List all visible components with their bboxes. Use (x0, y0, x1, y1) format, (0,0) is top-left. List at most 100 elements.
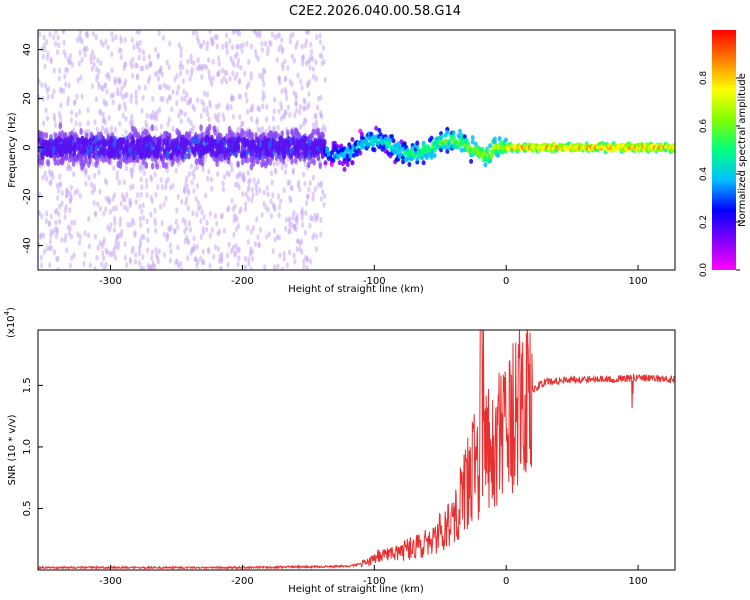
band-cell (63, 137, 68, 145)
noise-speck (190, 179, 194, 186)
noise-speck (60, 200, 64, 207)
noise-speck (157, 248, 161, 255)
noise-speck (105, 72, 109, 79)
noise-speck (285, 95, 289, 102)
snr-axes: -300 -200 -100 0 100 0.5 1.0 1.5 (22, 377, 648, 587)
noise-speck (294, 100, 298, 107)
y-tick-label: 40 (22, 43, 33, 56)
noise-speck (267, 231, 271, 238)
noise-speck (99, 60, 103, 67)
noise-speck (104, 129, 108, 136)
noise-speck (233, 53, 237, 60)
colorbar-tick-label: 0.0 (699, 263, 709, 278)
noise-speck (283, 58, 287, 65)
noise-speck (39, 254, 43, 261)
band-cell (150, 162, 155, 170)
noise-speck (113, 254, 118, 261)
noise-speck (102, 98, 106, 105)
noise-speck (137, 260, 142, 267)
noise-speck (156, 184, 160, 191)
noise-speck (262, 200, 266, 207)
noise-speck (278, 204, 282, 211)
noise-speck (176, 244, 180, 251)
band-cell (265, 155, 270, 163)
noise-speck (55, 182, 60, 189)
noise-speck (179, 46, 183, 53)
noise-speck (45, 38, 49, 45)
band-cell (280, 130, 285, 138)
noise-speck (193, 165, 197, 172)
noise-speck (151, 95, 155, 102)
noise-speck (87, 243, 91, 250)
noise-speck (178, 70, 183, 77)
noise-speck (246, 225, 250, 232)
noise-speck (280, 164, 284, 171)
noise-speck (90, 66, 94, 73)
spectrogram-frame (37, 29, 676, 271)
band-cell (203, 135, 208, 143)
noise-speck (282, 255, 286, 262)
signal-cell (480, 146, 485, 152)
band-cell (240, 158, 245, 166)
noise-speck (312, 232, 316, 239)
band-cell (277, 140, 282, 148)
noise-speck (42, 248, 47, 255)
noise-speck (79, 74, 83, 81)
noise-speck (293, 112, 297, 119)
noise-speck (105, 100, 109, 107)
noise-speck (198, 42, 203, 49)
band-cell (41, 131, 45, 139)
noise-speck (43, 82, 48, 89)
noise-speck (244, 201, 248, 208)
band-cell (170, 159, 175, 167)
noise-speck (207, 168, 211, 175)
noise-speck (111, 36, 115, 43)
noise-speck (307, 101, 311, 108)
noise-speck (294, 216, 298, 223)
noise-speck (243, 70, 247, 77)
noise-speck (250, 197, 254, 204)
noise-speck (142, 170, 146, 177)
band-cell (227, 140, 232, 148)
noise-speck (48, 261, 52, 268)
noise-speck (176, 224, 180, 231)
noise-speck (134, 94, 138, 101)
band-cell (258, 133, 263, 141)
band-cell (249, 163, 254, 171)
noise-speck (310, 49, 314, 56)
noise-speck (178, 108, 182, 115)
band-cell (184, 152, 188, 160)
noise-speck (78, 49, 82, 56)
noise-speck (139, 191, 143, 198)
noise-speck (51, 174, 55, 181)
band-cell (251, 156, 255, 164)
noise-speck (272, 125, 276, 132)
noise-speck (290, 53, 295, 60)
noise-speck (86, 107, 90, 114)
noise-speck (276, 193, 281, 200)
noise-speck (151, 263, 155, 270)
noise-speck (229, 55, 233, 62)
signal-cell (407, 161, 412, 167)
noise-speck (101, 111, 105, 118)
band-cell (298, 139, 303, 147)
noise-speck (208, 210, 212, 217)
noise-speck (280, 88, 284, 95)
noise-speck (269, 198, 273, 205)
noise-speck (93, 119, 97, 126)
signal-cell (401, 159, 406, 165)
noise-speck (66, 100, 70, 107)
noise-speck (146, 237, 150, 244)
noise-speck (231, 244, 236, 251)
noise-speck (269, 212, 274, 219)
noise-speck (175, 89, 179, 96)
noise-speck (169, 248, 173, 255)
noise-speck (86, 232, 91, 239)
noise-speck (96, 244, 100, 251)
noise-speck (84, 170, 88, 177)
noise-speck (128, 256, 132, 263)
noise-speck (165, 97, 169, 104)
noise-speck (302, 258, 306, 265)
noise-speck (94, 34, 98, 41)
noise-speck (313, 212, 317, 219)
